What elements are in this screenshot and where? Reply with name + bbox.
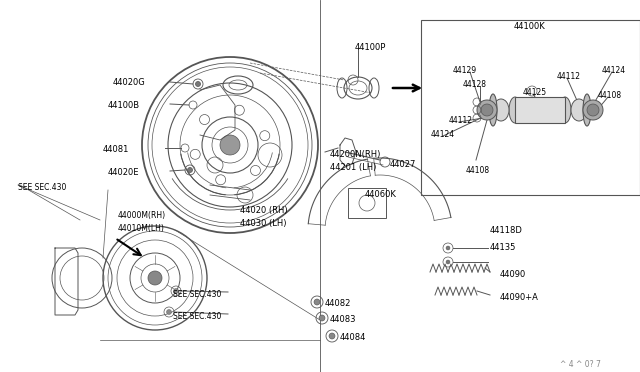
Circle shape: [173, 289, 179, 294]
Ellipse shape: [571, 99, 587, 121]
Text: 44081: 44081: [103, 145, 129, 154]
Circle shape: [481, 104, 493, 116]
Ellipse shape: [583, 94, 591, 126]
Text: 44020 (RH): 44020 (RH): [240, 206, 287, 215]
Text: 44027: 44027: [390, 160, 417, 169]
Text: 44125: 44125: [523, 88, 547, 97]
Text: 44108: 44108: [466, 166, 490, 175]
Circle shape: [446, 260, 450, 264]
Circle shape: [587, 104, 599, 116]
Ellipse shape: [559, 97, 571, 123]
Circle shape: [220, 135, 240, 155]
Circle shape: [314, 299, 320, 305]
Text: 44129: 44129: [453, 66, 477, 75]
Ellipse shape: [509, 97, 521, 123]
Text: 44124: 44124: [431, 130, 455, 139]
Circle shape: [477, 100, 497, 120]
Text: 44030 (LH): 44030 (LH): [240, 219, 287, 228]
Polygon shape: [340, 138, 356, 166]
Text: 44084: 44084: [340, 333, 366, 342]
Ellipse shape: [493, 99, 509, 121]
Bar: [421, 20, 640, 195]
Circle shape: [166, 310, 172, 314]
Text: 44083: 44083: [330, 315, 356, 324]
Text: 44090: 44090: [500, 270, 526, 279]
Text: 44100B: 44100B: [108, 101, 140, 110]
Text: SEE SEC.430: SEE SEC.430: [173, 290, 221, 299]
Text: 44128: 44128: [463, 80, 487, 89]
Text: SEE SEC.430: SEE SEC.430: [18, 183, 67, 192]
Text: 44090+A: 44090+A: [500, 293, 539, 302]
Text: ^ 4 ^ 0? 7: ^ 4 ^ 0? 7: [560, 360, 601, 369]
Circle shape: [583, 100, 603, 120]
Text: 44118D: 44118D: [490, 226, 523, 235]
Ellipse shape: [489, 94, 497, 126]
Circle shape: [319, 315, 325, 321]
Text: 44000M(RH): 44000M(RH): [118, 211, 166, 220]
Text: 44100K: 44100K: [514, 22, 546, 31]
Circle shape: [195, 81, 200, 87]
Text: 44020G: 44020G: [113, 78, 146, 87]
Text: SEE SEC.430: SEE SEC.430: [173, 312, 221, 321]
Text: 44201 (LH): 44201 (LH): [330, 163, 376, 172]
Circle shape: [329, 333, 335, 339]
Text: 44135: 44135: [490, 243, 516, 252]
Text: 44082: 44082: [325, 299, 351, 308]
Bar: [515, 97, 565, 123]
Text: 44060K: 44060K: [365, 190, 397, 199]
Text: 44112: 44112: [449, 116, 473, 125]
Text: 44010M(LH): 44010M(LH): [118, 224, 165, 233]
Circle shape: [188, 167, 193, 173]
Text: 44124: 44124: [602, 66, 626, 75]
Bar: [348, 188, 386, 218]
Text: 44200N(RH): 44200N(RH): [330, 150, 381, 159]
Text: 44108: 44108: [598, 91, 622, 100]
Text: 44100P: 44100P: [355, 43, 387, 52]
Text: 44020E: 44020E: [108, 168, 140, 177]
Circle shape: [148, 271, 162, 285]
Polygon shape: [55, 248, 78, 315]
Text: 44112: 44112: [557, 72, 581, 81]
Circle shape: [446, 246, 450, 250]
